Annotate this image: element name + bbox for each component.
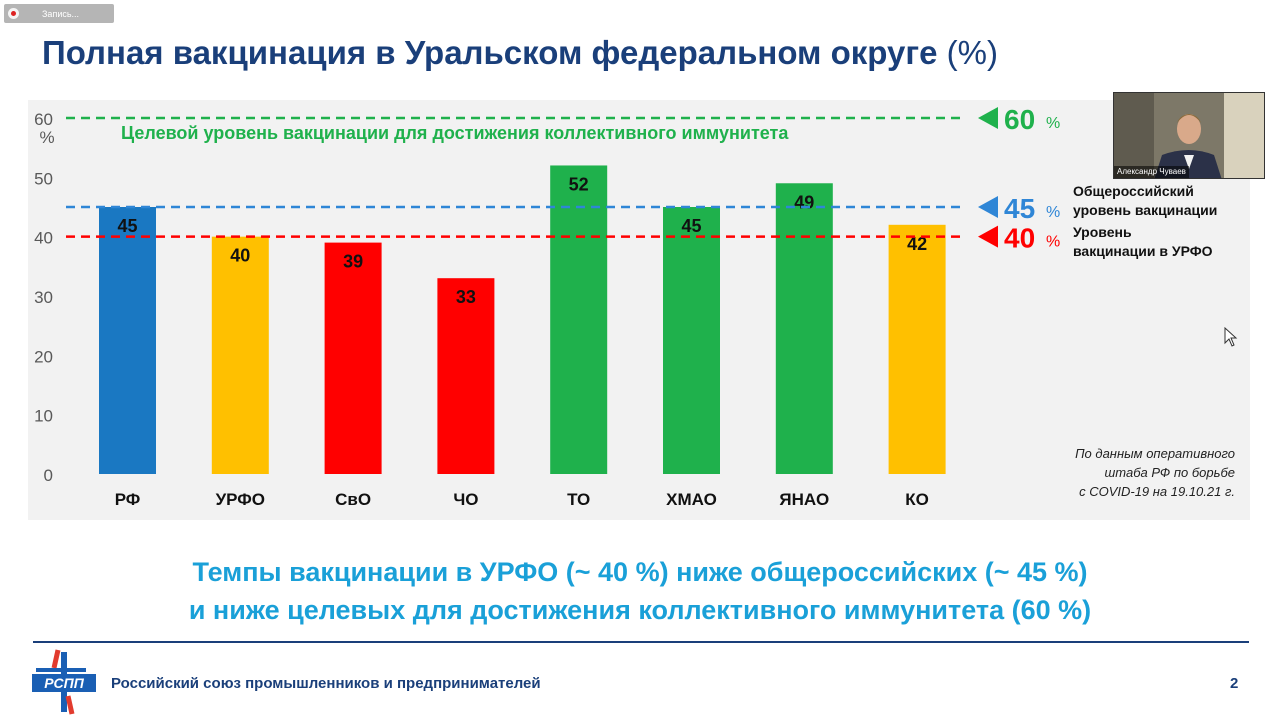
reference-lines: Целевой уровень вакцинации для достижени… xyxy=(66,104,1217,259)
reference-marker-value: 40 xyxy=(1004,223,1035,254)
bar xyxy=(324,242,382,474)
y-tick-label: 30 xyxy=(34,288,53,307)
x-tick-label: ЯНАО xyxy=(779,490,829,509)
reference-marker-unit: % xyxy=(1046,115,1060,132)
conclusion-line-1: Темпы вакцинации в УРФО (~ 40 %) ниже об… xyxy=(192,557,1088,587)
x-tick-label: РФ xyxy=(115,490,141,509)
x-tick-label: ТО xyxy=(567,490,590,509)
slide-title-text: Полная вакцинация в Уральском федерально… xyxy=(42,34,938,71)
slide-conclusion: Темпы вакцинации в УРФО (~ 40 %) ниже об… xyxy=(0,553,1280,629)
russia-level-label-line1: Общероссийский xyxy=(1073,183,1194,199)
y-tick-label: 20 xyxy=(34,347,53,366)
x-tick-label: КО xyxy=(905,490,929,509)
y-tick-label: 50 xyxy=(34,169,53,188)
recording-label: Запись... xyxy=(42,8,80,19)
urfo-level-label-line2: вакцинации в УРФО xyxy=(1073,243,1213,259)
chart-background xyxy=(28,100,1250,520)
y-axis: % 0 10 20 30 40 50 60 xyxy=(34,110,54,485)
y-tick-label: 60 xyxy=(34,110,53,129)
bar-value-label: 42 xyxy=(907,234,927,254)
reference-marker-value: 45 xyxy=(1004,193,1035,224)
bar xyxy=(663,207,720,474)
recording-indicator[interactable]: Запись... xyxy=(4,4,114,23)
bar-value-label: 40 xyxy=(230,246,250,266)
source-note-line2: штаба РФ по борьбе xyxy=(1105,465,1235,480)
y-tick-label: 10 xyxy=(34,407,53,426)
mouse-cursor-icon xyxy=(1224,327,1238,347)
bar xyxy=(550,165,608,474)
slide-title-unit: (%) xyxy=(946,34,998,71)
bar-value-label: 45 xyxy=(681,216,701,236)
reference-marker-arrow-icon xyxy=(978,107,998,129)
bar xyxy=(775,183,833,474)
bar xyxy=(888,224,946,474)
russia-level-label-line2: уровень вакцинации xyxy=(1073,202,1217,218)
y-tick-label: 40 xyxy=(34,229,53,248)
x-tick-label: УРФО xyxy=(216,490,265,509)
y-tick-label: 0 xyxy=(44,466,53,485)
slide-title: Полная вакцинация в Уральском федерально… xyxy=(42,34,998,72)
bar xyxy=(211,236,269,474)
x-tick-label: ХМАО xyxy=(666,490,717,509)
reference-marker-unit: % xyxy=(1046,234,1060,251)
bar-value-label: 33 xyxy=(456,287,476,307)
conclusion-line-2: и ниже целевых для достижения коллективн… xyxy=(188,595,1092,625)
bar-value-label: 39 xyxy=(343,252,363,272)
target-level-label: Целевой уровень вакцинации для достижени… xyxy=(121,123,789,143)
logo-text: РСПП xyxy=(44,675,85,691)
participant-name: Александр Чуваев xyxy=(1114,166,1189,178)
bars: 45 РФ 40 УРФО 39 СвО 33 ЧО 52 ТО 45 ХМАО 49 ЯНАО 42 КО xyxy=(99,165,946,509)
page-number: 2 xyxy=(1230,675,1239,692)
bar-value-label: 52 xyxy=(569,174,589,194)
footer-organization: Российский союз промышленников и предпри… xyxy=(111,675,541,692)
x-tick-label: ЧО xyxy=(453,490,478,509)
participant-video[interactable]: Александр Чуваев xyxy=(1113,92,1265,179)
rspp-logo: РСПП xyxy=(32,649,96,715)
source-note-line1: По данным оперативного xyxy=(1075,446,1235,461)
reference-marker-arrow-icon xyxy=(978,225,998,248)
urfo-level-label-line1: Уровень xyxy=(1073,224,1132,240)
y-axis-unit: % xyxy=(39,128,54,147)
record-icon xyxy=(8,8,19,19)
reference-marker-arrow-icon xyxy=(978,196,998,218)
reference-marker-unit: % xyxy=(1046,204,1060,221)
reference-marker-value: 60 xyxy=(1004,104,1035,135)
bar-value-label: 49 xyxy=(794,192,814,212)
bar-value-label: 45 xyxy=(117,216,137,236)
source-note: По данным оперативного штаба РФ по борьб… xyxy=(1075,446,1235,499)
vaccination-bar-chart: % 0 10 20 30 40 50 60 45 РФ 40 УРФО 39 СвО 33 ЧО 52 ТО 4… xyxy=(28,100,1250,520)
footer-divider xyxy=(33,641,1249,643)
bar xyxy=(437,278,495,474)
x-tick-label: СвО xyxy=(335,490,371,509)
source-note-line3: с COVID-19 на 19.10.21 г. xyxy=(1079,484,1235,499)
bar xyxy=(99,207,156,474)
